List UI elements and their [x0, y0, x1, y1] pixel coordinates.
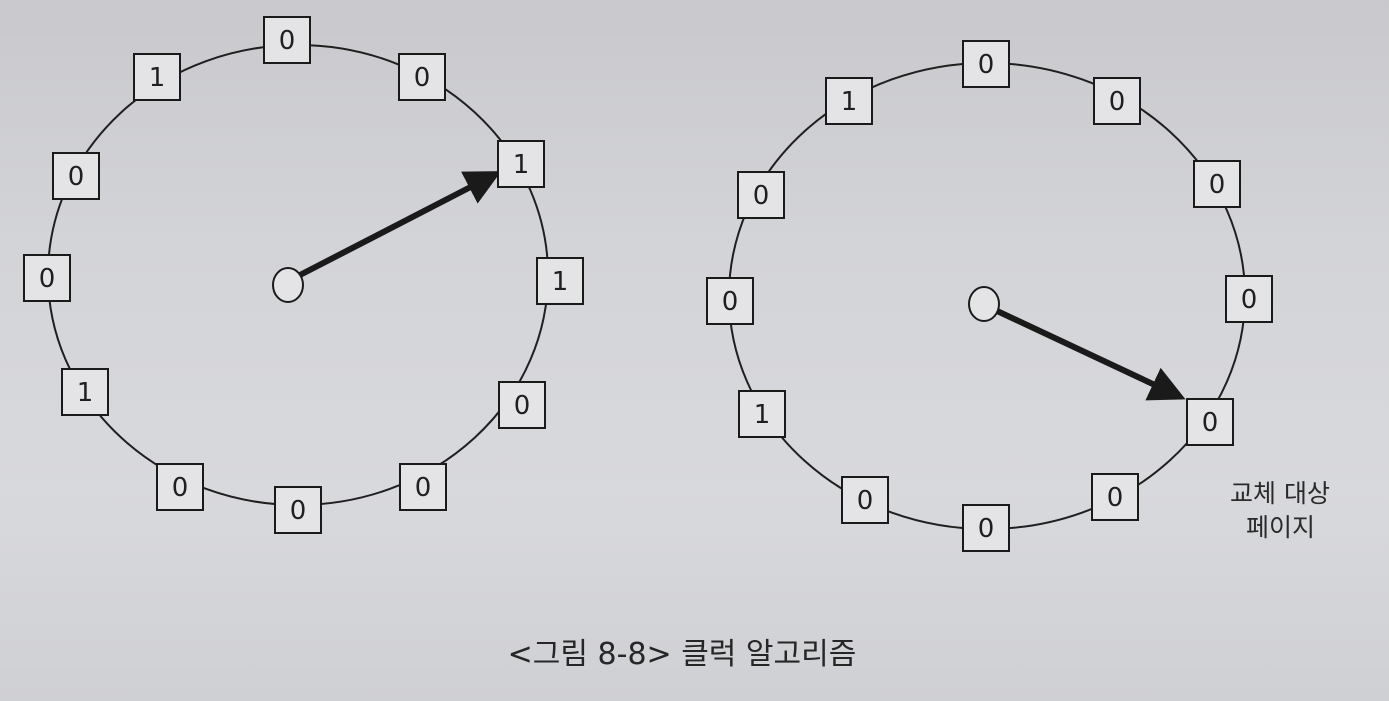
page-frame-box	[1193, 160, 1241, 208]
page-frame: 0	[706, 277, 754, 325]
right-clock-hub	[968, 286, 1000, 322]
page-frame: 0	[1193, 160, 1241, 208]
reference-bit: 1	[841, 87, 858, 117]
figure-caption: <그림 8-8> 클럭 알고리즘	[508, 637, 857, 672]
left-clock-hub	[272, 267, 304, 303]
page-frame: 0	[498, 381, 546, 429]
reference-bit: 1	[77, 378, 94, 408]
page-frame-box	[498, 381, 546, 429]
page-frame: 0	[274, 486, 322, 534]
page-frame-box	[706, 277, 754, 325]
reference-bit: 0	[978, 50, 995, 80]
page-frame-box	[1093, 77, 1141, 125]
page-frame-box	[962, 40, 1010, 88]
reference-bit: 0	[290, 496, 307, 526]
reference-bit: 1	[513, 150, 530, 180]
page-frame: 0	[156, 463, 204, 511]
reference-bit: 0	[722, 287, 739, 317]
page-frame: 1	[133, 53, 181, 101]
reference-bit: 0	[1241, 285, 1258, 315]
page-frame-box	[399, 463, 447, 511]
page-frame: 1	[738, 390, 786, 438]
page-frame-box	[133, 53, 181, 101]
page-frame: 0	[398, 53, 446, 101]
page-frame: 1	[536, 257, 584, 305]
page-frame-box	[398, 53, 446, 101]
page-frame: 0	[1186, 398, 1234, 446]
reference-bit: 0	[172, 473, 189, 503]
page-frame: 0	[399, 463, 447, 511]
page-frame: 0	[1093, 77, 1141, 125]
page-frame-box	[263, 16, 311, 64]
replacement-label-line2: 페이지	[1246, 513, 1315, 542]
right-clock: 0 0 0 0 0 0 0 0 1 0 0 1	[706, 40, 1273, 552]
reference-bit: 1	[149, 63, 166, 93]
page-frame-box	[825, 77, 873, 125]
right-clock-hand	[992, 307, 1186, 401]
replacement-label-line1: 교체 대상	[1230, 479, 1330, 508]
page-frame: 0	[52, 152, 100, 200]
page-frame: 0	[737, 171, 785, 219]
page-frame: 0	[1225, 275, 1273, 323]
page-frame: 0	[1091, 473, 1139, 521]
reference-bit: 0	[279, 26, 296, 56]
left-clock-hand	[297, 171, 502, 278]
reference-bit: 0	[1209, 170, 1226, 200]
right-clock-boxes: 0 0 0 0 0 0 0 0 1 0 0 1	[706, 40, 1273, 552]
page-frame-box	[1186, 398, 1234, 446]
page-frame: 0	[962, 504, 1010, 552]
reference-bit: 0	[415, 473, 432, 503]
left-clock: 0 0 1 1 0 0 0 0 1 0 0 1	[23, 16, 584, 534]
page-frame-box	[61, 368, 109, 416]
page-frame: 0	[23, 254, 71, 302]
reference-bit: 0	[414, 63, 431, 93]
reference-bit: 0	[1202, 408, 1219, 438]
reference-bit: 0	[753, 181, 770, 211]
page-frame-box	[1225, 275, 1273, 323]
page-frame: 1	[497, 140, 545, 188]
reference-bit: 0	[39, 264, 56, 294]
page-frame-box	[536, 257, 584, 305]
page-frame-box	[23, 254, 71, 302]
page-frame: 1	[825, 77, 873, 125]
reference-bit: 0	[1107, 483, 1124, 513]
reference-bit: 1	[754, 400, 771, 430]
page-frame-box	[274, 486, 322, 534]
reference-bit: 0	[1109, 87, 1126, 117]
reference-bit: 0	[68, 162, 85, 192]
reference-bit: 1	[552, 267, 569, 297]
page-frame: 0	[962, 40, 1010, 88]
page-frame: 0	[263, 16, 311, 64]
page-frame-box	[1091, 473, 1139, 521]
reference-bit: 0	[978, 514, 995, 544]
page-frame-box	[962, 504, 1010, 552]
page-frame: 1	[61, 368, 109, 416]
page-frame-box	[841, 476, 889, 524]
page-frame-box	[497, 140, 545, 188]
reference-bit: 0	[857, 486, 874, 516]
page-frame-box	[738, 390, 786, 438]
page-frame: 0	[841, 476, 889, 524]
reference-bit: 0	[514, 391, 531, 421]
page-frame-box	[156, 463, 204, 511]
page-frame-box	[52, 152, 100, 200]
left-clock-boxes: 0 0 1 1 0 0 0 0 1 0 0 1	[23, 16, 584, 534]
page-frame-box	[737, 171, 785, 219]
